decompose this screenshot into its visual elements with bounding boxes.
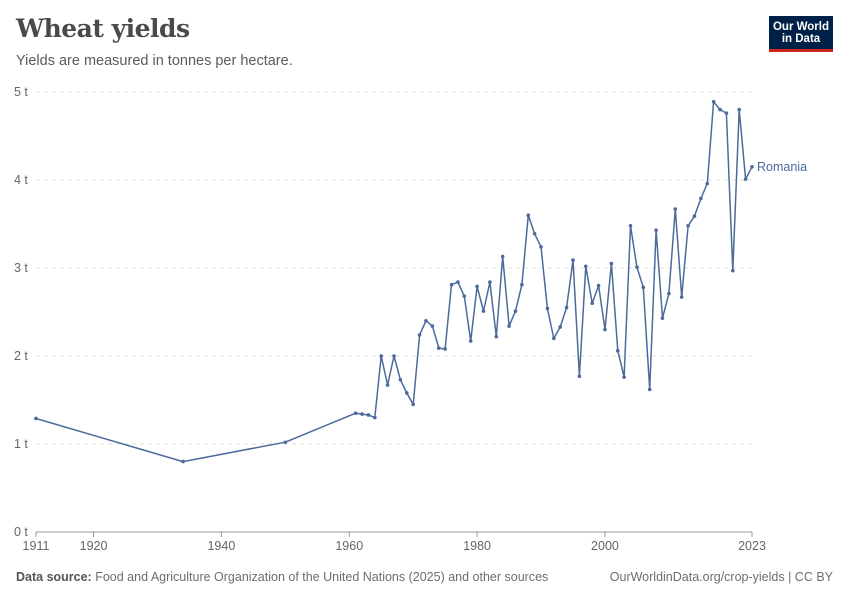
data-point <box>635 265 639 269</box>
data-point <box>750 165 754 169</box>
data-point <box>404 391 409 395</box>
data-point <box>545 306 550 311</box>
data-point <box>603 327 607 332</box>
data-point <box>488 280 492 284</box>
y-tick-label: 5 t <box>14 85 28 99</box>
data-point <box>468 339 473 343</box>
data-point <box>526 213 531 217</box>
data-source-note: Data source: Food and Agriculture Organi… <box>16 570 548 584</box>
chart-subtitle: Yields are measured in tonnes per hectar… <box>16 53 293 69</box>
series-label: Romania <box>757 160 807 174</box>
data-point <box>564 305 569 310</box>
data-source-label: Data source: <box>16 570 92 584</box>
data-point <box>724 111 729 115</box>
data-point <box>513 309 518 313</box>
chart-title: Wheat yields <box>16 14 190 43</box>
data-point <box>705 181 710 186</box>
data-point <box>673 207 678 211</box>
x-tick-label: 1980 <box>463 539 491 553</box>
data-point <box>647 387 652 392</box>
data-point <box>628 223 633 228</box>
data-point <box>520 282 524 287</box>
data-point <box>711 99 716 104</box>
data-point <box>436 346 441 350</box>
data-point <box>539 245 543 249</box>
data-point <box>654 228 658 232</box>
data-point <box>718 107 722 112</box>
series-layer <box>34 99 754 464</box>
data-point <box>392 354 396 358</box>
line-chart: 0 t 1 t 2 t 3 t 4 t 5 t 1911 1920 1940 1960 1980 2… <box>14 85 807 553</box>
data-point <box>449 282 454 287</box>
y-tick-label: 4 t <box>14 173 28 187</box>
y-tick-label: 0 t <box>14 525 28 539</box>
x-tick-label: 1960 <box>335 539 363 553</box>
data-point <box>615 348 620 353</box>
data-point <box>686 223 690 228</box>
data-point <box>462 294 467 298</box>
data-point <box>609 261 614 266</box>
data-point <box>385 383 390 387</box>
data-point <box>411 402 415 407</box>
data-point <box>558 325 563 329</box>
data-point <box>353 411 358 416</box>
x-axis: 1911 1920 1940 1960 1980 2000 2023 <box>23 531 766 553</box>
data-point <box>34 416 38 421</box>
data-point <box>660 316 665 320</box>
series-labels: Romania <box>757 160 807 174</box>
data-point <box>667 291 671 296</box>
data-point <box>571 258 575 262</box>
data-point <box>494 334 499 339</box>
logo-line-2: in Data <box>781 33 821 45</box>
data-point <box>731 268 735 273</box>
source-link[interactable]: OurWorldinData.org/crop-yields | CC BY <box>609 570 833 584</box>
data-point <box>737 107 742 112</box>
data-point <box>181 459 185 464</box>
x-tick-label: 1940 <box>207 539 235 553</box>
data-point <box>373 415 377 420</box>
data-point <box>430 324 435 328</box>
x-tick-label: 1911 <box>23 539 50 553</box>
data-point <box>583 264 588 269</box>
data-point <box>443 347 447 351</box>
x-tick-label: 2023 <box>738 539 766 553</box>
data-point <box>679 295 684 299</box>
data-point <box>417 333 422 337</box>
data-point <box>456 280 460 284</box>
x-tick-label: 1920 <box>80 539 108 553</box>
series-line-romania <box>35 100 753 463</box>
data-point <box>481 309 486 313</box>
data-point <box>699 196 703 201</box>
data-point <box>475 284 479 289</box>
data-point <box>692 214 697 218</box>
y-tick-label: 2 t <box>14 349 28 363</box>
data-point <box>366 413 371 417</box>
data-point <box>398 377 403 382</box>
logo-line-1: Our World <box>772 21 829 33</box>
data-point <box>577 374 582 379</box>
data-point <box>507 324 511 328</box>
data-point <box>743 177 748 181</box>
data-point <box>360 412 364 416</box>
data-source-text: Food and Agriculture Organization of the… <box>95 570 549 584</box>
data-point <box>283 440 288 445</box>
data-point <box>500 254 505 259</box>
x-tick-label: 2000 <box>591 539 619 553</box>
gridlines <box>36 91 752 445</box>
data-point <box>641 285 646 290</box>
y-tick-label: 1 t <box>14 437 28 451</box>
data-point <box>552 336 556 341</box>
data-point <box>622 375 626 379</box>
y-tick-label: 3 t <box>14 261 28 275</box>
data-point <box>590 301 594 306</box>
data-point <box>379 354 384 358</box>
owid-logo[interactable]: Our World in Data <box>769 16 833 52</box>
y-axis-tick-labels: 0 t 1 t 2 t 3 t 4 t 5 t <box>14 85 28 539</box>
data-point <box>532 231 537 236</box>
data-point <box>424 319 428 323</box>
data-point <box>596 283 601 288</box>
